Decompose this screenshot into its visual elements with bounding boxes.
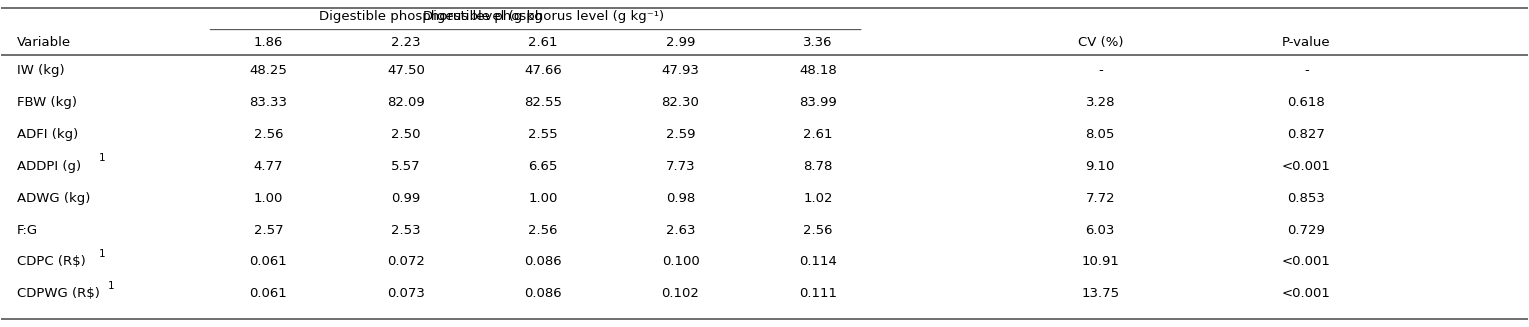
Text: 5.57: 5.57 <box>391 160 420 173</box>
Text: FBW (kg): FBW (kg) <box>17 96 76 109</box>
Text: 2.56: 2.56 <box>803 224 833 236</box>
Text: 2.99: 2.99 <box>665 36 696 49</box>
Text: 2.57: 2.57 <box>254 224 283 236</box>
Text: IW (kg): IW (kg) <box>17 64 64 77</box>
Text: 48.18: 48.18 <box>800 64 836 77</box>
Text: 82.55: 82.55 <box>524 96 563 109</box>
Text: 3.28: 3.28 <box>1086 96 1115 109</box>
Text: P-value: P-value <box>1281 36 1330 49</box>
Text: 6.03: 6.03 <box>1086 224 1115 236</box>
Text: ADDPI (g): ADDPI (g) <box>17 160 81 173</box>
Text: 82.09: 82.09 <box>387 96 425 109</box>
Text: 0.100: 0.100 <box>662 255 699 268</box>
Text: 83.33: 83.33 <box>249 96 287 109</box>
Text: 0.618: 0.618 <box>1287 96 1326 109</box>
Text: 8.05: 8.05 <box>1086 128 1115 141</box>
Text: 47.66: 47.66 <box>524 64 563 77</box>
Text: 0.111: 0.111 <box>800 287 836 300</box>
Text: 0.99: 0.99 <box>391 192 420 205</box>
Text: 2.50: 2.50 <box>391 128 420 141</box>
Text: CDPC (R$): CDPC (R$) <box>17 255 86 268</box>
Text: -: - <box>1304 64 1309 77</box>
Text: 82.30: 82.30 <box>662 96 699 109</box>
Text: 2.63: 2.63 <box>665 224 696 236</box>
Text: 0.086: 0.086 <box>524 255 563 268</box>
Text: 83.99: 83.99 <box>800 96 836 109</box>
Text: 0.072: 0.072 <box>387 255 425 268</box>
Text: Digestible phosphorus level (g kg: Digestible phosphorus level (g kg <box>320 10 543 24</box>
Text: 4.77: 4.77 <box>254 160 283 173</box>
Text: 0.086: 0.086 <box>524 287 563 300</box>
Text: 2.56: 2.56 <box>529 224 558 236</box>
Text: 7.73: 7.73 <box>665 160 696 173</box>
Text: 2.53: 2.53 <box>391 224 420 236</box>
Text: 2.61: 2.61 <box>529 36 558 49</box>
Text: 9.10: 9.10 <box>1086 160 1115 173</box>
Text: 13.75: 13.75 <box>1081 287 1119 300</box>
Text: 0.114: 0.114 <box>800 255 836 268</box>
Text: 0.853: 0.853 <box>1287 192 1326 205</box>
Text: 3.36: 3.36 <box>803 36 833 49</box>
Text: 2.55: 2.55 <box>529 128 558 141</box>
Text: Digestible phosphorus level (g kg⁻¹): Digestible phosphorus level (g kg⁻¹) <box>422 10 664 24</box>
Text: Variable: Variable <box>17 36 70 49</box>
Text: 1.02: 1.02 <box>803 192 833 205</box>
Text: 0.061: 0.061 <box>249 287 287 300</box>
Text: CDPWG (R$): CDPWG (R$) <box>17 287 99 300</box>
Text: 10.91: 10.91 <box>1081 255 1119 268</box>
Text: 0.98: 0.98 <box>667 192 696 205</box>
Text: <0.001: <0.001 <box>1281 160 1330 173</box>
Text: 1.00: 1.00 <box>254 192 283 205</box>
Text: 6.65: 6.65 <box>529 160 558 173</box>
Text: <0.001: <0.001 <box>1281 287 1330 300</box>
Text: 48.25: 48.25 <box>249 64 287 77</box>
Text: 2.56: 2.56 <box>254 128 283 141</box>
Text: 1: 1 <box>99 249 106 259</box>
Text: 2.59: 2.59 <box>665 128 696 141</box>
Text: 0.061: 0.061 <box>249 255 287 268</box>
Text: 8.78: 8.78 <box>803 160 833 173</box>
Text: 1.00: 1.00 <box>529 192 558 205</box>
Text: <0.001: <0.001 <box>1281 255 1330 268</box>
Text: 1: 1 <box>109 281 115 291</box>
Text: 2.23: 2.23 <box>391 36 420 49</box>
Text: ADFI (kg): ADFI (kg) <box>17 128 78 141</box>
Text: 0.102: 0.102 <box>662 287 699 300</box>
Text: -: - <box>1098 64 1102 77</box>
Text: 0.073: 0.073 <box>387 287 425 300</box>
Text: 0.729: 0.729 <box>1287 224 1326 236</box>
Text: 0.827: 0.827 <box>1287 128 1326 141</box>
Text: CV (%): CV (%) <box>1078 36 1122 49</box>
Text: 47.50: 47.50 <box>387 64 425 77</box>
Text: F:G: F:G <box>17 224 38 236</box>
Text: 47.93: 47.93 <box>662 64 699 77</box>
Text: 1: 1 <box>99 153 106 163</box>
Text: ADWG (kg): ADWG (kg) <box>17 192 90 205</box>
Text: 2.61: 2.61 <box>803 128 833 141</box>
Text: 7.72: 7.72 <box>1086 192 1115 205</box>
Text: 1.86: 1.86 <box>254 36 283 49</box>
